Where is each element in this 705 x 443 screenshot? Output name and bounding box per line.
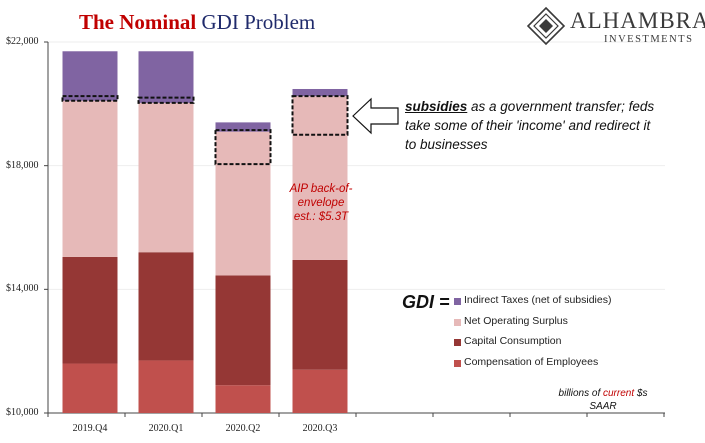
- annotation-keyword: subsidies: [405, 99, 468, 114]
- units-current: current: [603, 388, 635, 399]
- bar-segment: [138, 51, 194, 103]
- logo-name: ALHAMBRA: [570, 8, 705, 33]
- bar-segment: [215, 131, 271, 276]
- bar-segment: [292, 88, 348, 97]
- bar-segment: [62, 51, 118, 101]
- bar-segment: [215, 122, 271, 132]
- aip-estimate-label: AIP back-of-envelope est.: $5.3T: [289, 183, 353, 223]
- bar-segment: [62, 256, 118, 364]
- subsidy-box: [137, 96, 195, 104]
- bar-segment: [215, 275, 271, 386]
- x-tick-label: 2020.Q3: [302, 423, 338, 434]
- logo-subtitle: INVESTMENTS: [604, 34, 694, 45]
- y-tick-label: $10,000: [6, 407, 39, 418]
- bar-segment: [62, 100, 118, 257]
- bar-segment: [292, 259, 348, 370]
- legend-label: Compensation of Employees: [464, 355, 599, 368]
- x-tick-label: 2020.Q1: [148, 423, 184, 434]
- title-part2: GDI Problem: [201, 10, 316, 34]
- bar-segment: [62, 363, 118, 413]
- y-tick-label: $22,000: [6, 36, 39, 47]
- legend-label: Net Operating Surplus: [464, 314, 568, 327]
- subsidy-box: [61, 95, 119, 102]
- legend-swatch: [454, 359, 461, 367]
- legend-label: Indirect Taxes (net of subsidies): [464, 294, 612, 306]
- annotation-text: as a government transfer; feds take some…: [405, 99, 655, 152]
- bar-segment: [138, 252, 194, 361]
- alhambra-logo: ALHAMBRA INVESTMENTS: [526, 6, 705, 48]
- bar-segment: [292, 369, 348, 413]
- arrow-icon: [352, 97, 399, 135]
- bar-segment: [138, 102, 194, 253]
- bar-segment: [292, 96, 348, 260]
- units-part3: $s: [634, 388, 648, 399]
- title-part1: The Nominal: [79, 10, 197, 34]
- y-tick-label: $14,000: [6, 283, 39, 295]
- chart-title: The Nominal GDI Problem: [79, 10, 315, 35]
- units-part1: billions of: [558, 388, 603, 399]
- legend-swatch: [454, 318, 461, 326]
- bar-segment: [138, 360, 194, 413]
- units-saar: SAAR: [589, 401, 617, 412]
- subsidy-box: [214, 129, 272, 166]
- diamond-logo-icon: [526, 6, 566, 46]
- legend-swatch: [454, 339, 461, 346]
- legend-label: Capital Consumption: [464, 335, 562, 347]
- legend-swatch: [454, 298, 461, 305]
- subsidy-box: [291, 95, 349, 136]
- subsidies-annotation: subsidies as a government transfer; feds…: [405, 97, 665, 154]
- bar-segment: [215, 385, 271, 413]
- x-tick-label: 2019.Q4: [72, 423, 108, 434]
- units-note: billions of current $s SAAR: [548, 387, 658, 413]
- x-tick-label: 2020.Q2: [225, 423, 261, 434]
- y-tick-label: $18,000: [6, 159, 39, 171]
- gdi-equation-label: GDI =: [402, 292, 450, 312]
